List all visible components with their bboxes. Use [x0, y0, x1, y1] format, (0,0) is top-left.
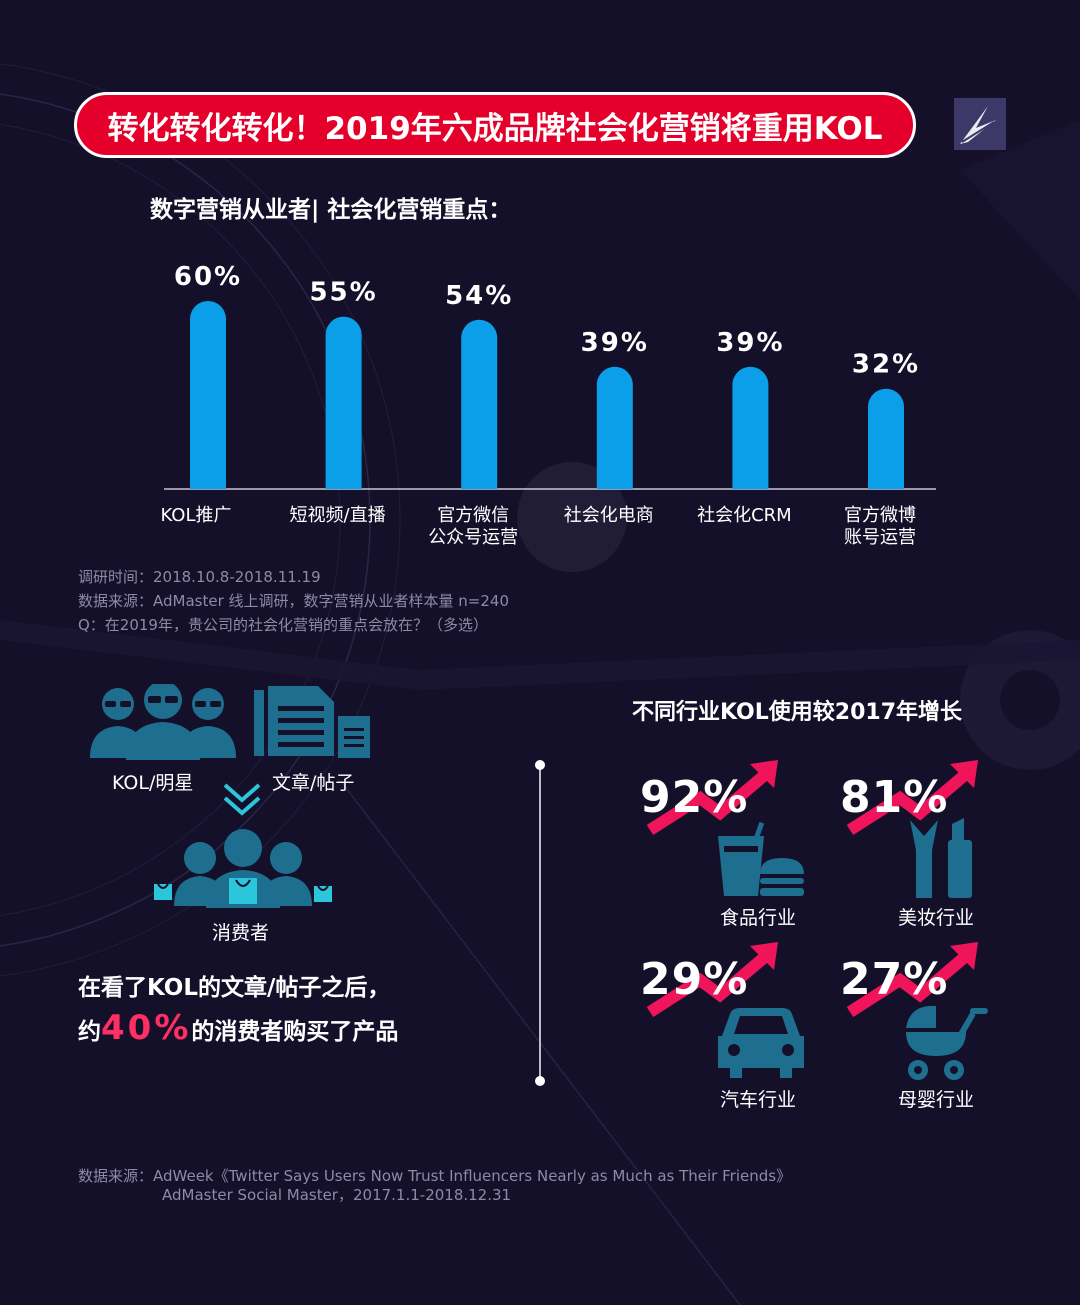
divider-dot-top	[535, 760, 545, 770]
category-label: 账号运营	[844, 527, 916, 548]
category-label: 社会化电商	[564, 505, 654, 526]
footer-source-line-2: AdMaster Social Master，2017.1.1-2018.12.…	[162, 1186, 512, 1204]
data-label: 60%	[174, 262, 242, 292]
category-label: 官方微信	[437, 505, 509, 526]
growth-value: 81%	[840, 772, 949, 823]
category-label: 短视频/直播	[290, 505, 386, 526]
industry-baby: 27% 母婴行业	[840, 940, 1040, 1111]
survey-time: 调研时间：2018.10.8-2018.11.19	[78, 568, 321, 586]
footer-source-line-1: 数据来源：AdWeek《Twitter Says Users Now Trust…	[78, 1167, 792, 1185]
data-label: 39%	[581, 328, 649, 358]
statement-suffix: 的消费者购买了产品	[191, 1019, 399, 1045]
bar	[732, 366, 769, 489]
article-label: 文章/帖子	[272, 772, 355, 794]
industry-growth-title: 不同行业KOL使用较2017年增长	[632, 700, 963, 725]
kol-label: KOL/明星	[112, 772, 194, 794]
divider-dot-bottom	[535, 1076, 545, 1086]
category-label: 社会化CRM	[697, 505, 792, 526]
growth-arrow-icon	[846, 760, 978, 836]
industry-label: 美妆行业	[898, 907, 975, 929]
food-icon	[718, 821, 804, 896]
section-divider	[539, 765, 541, 1081]
industry-label: 食品行业	[720, 907, 797, 929]
growth-arrow-icon	[846, 942, 978, 1018]
industry-auto: 29% 汽车行业	[640, 940, 840, 1111]
bar	[596, 366, 633, 489]
statement-line-2: 约40%的消费者购买了产品	[78, 1008, 398, 1052]
kol-group-icon	[90, 684, 236, 760]
industry-food: 92% 食品行业	[640, 758, 840, 929]
bar	[190, 301, 226, 489]
statement-line-1: 在看了KOL的文章/帖子之后，	[78, 975, 391, 1001]
chart-title: 数字营销从业者| 社会化营销重点：	[150, 197, 512, 223]
industry-label: 汽车行业	[720, 1089, 797, 1111]
statement-prefix: 约	[78, 1019, 101, 1045]
growth-value: 29%	[640, 954, 749, 1005]
growth-value: 92%	[640, 772, 749, 823]
category-label: 官方微博	[844, 505, 916, 526]
page-title: 转化转化转化！2019年六成品牌社会化营销将重用KOL	[74, 92, 916, 158]
data-label: 32%	[852, 350, 920, 380]
footer-source: 数据来源：AdWeek《Twitter Says Users Now Trust…	[78, 1167, 791, 1205]
growth-value: 27%	[840, 954, 949, 1005]
bar	[868, 388, 904, 489]
brand-logo	[954, 98, 1006, 150]
data-label: 39%	[716, 328, 784, 358]
bar	[325, 316, 362, 489]
bar	[461, 319, 498, 489]
survey-question: Q：在2019年，贵公司的社会化营销的重点会放在？（多选）	[78, 616, 488, 634]
car-icon	[718, 1008, 804, 1078]
article-icon	[254, 686, 370, 758]
growth-arrow-icon	[646, 760, 778, 836]
data-label: 54%	[445, 281, 513, 311]
industry-makeup: 81% 美妆行业	[840, 758, 1040, 929]
survey-source: 调研时间：2018.10.8-2018.11.19 数据来源：AdMaster …	[78, 565, 509, 637]
growth-arrow-icon	[646, 942, 778, 1018]
chevron-down-icon	[223, 783, 261, 816]
category-label: 公众号运营	[428, 527, 518, 548]
consumer-group-icon	[154, 829, 332, 908]
survey-data-source: 数据来源：AdMaster 线上调研，数字营销从业者样本量 n=240	[78, 592, 509, 610]
statement-highlight: 40%	[101, 1008, 192, 1048]
stroller-icon	[906, 1005, 988, 1080]
industry-label: 母婴行业	[898, 1089, 975, 1111]
makeup-icon	[910, 818, 972, 898]
data-label: 55%	[309, 278, 377, 308]
category-label: KOL推广	[160, 505, 231, 526]
consumer-label: 消费者	[212, 922, 270, 944]
influence-statement: 在看了KOL的文章/帖子之后， 约40%的消费者购买了产品	[78, 968, 398, 1052]
